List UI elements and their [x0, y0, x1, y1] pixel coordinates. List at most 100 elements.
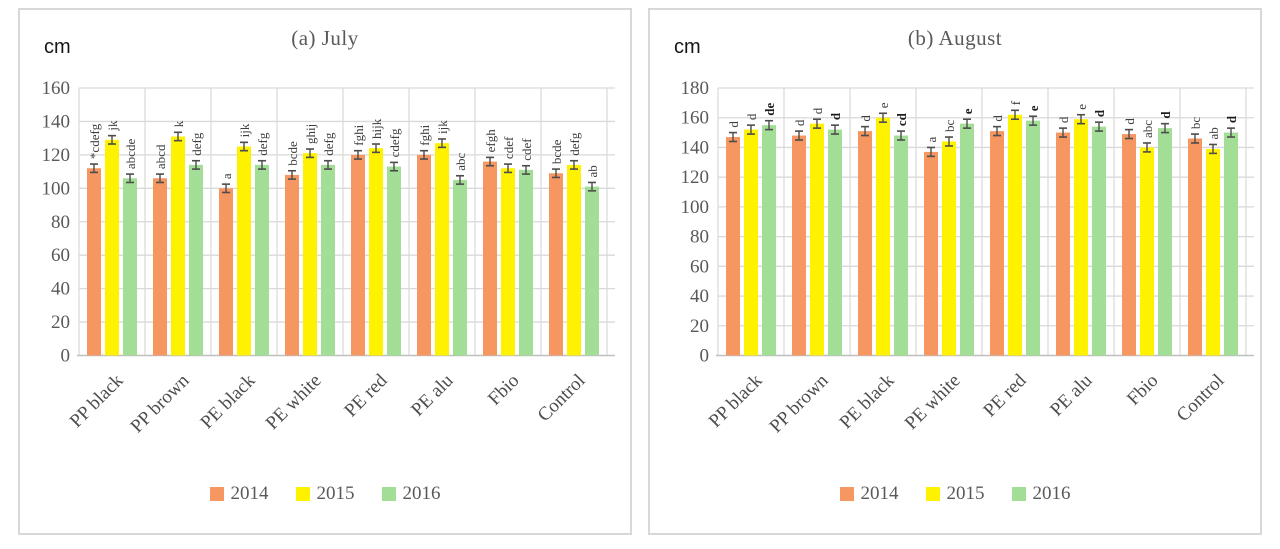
legend-label-2015: 2015 — [946, 483, 985, 504]
bar-2014-PP black — [87, 168, 101, 356]
legend-label-2015: 2015 — [316, 483, 355, 504]
y-tick-label-180: 180 — [681, 78, 710, 99]
bar-2015-PE alu — [435, 143, 449, 356]
x-tick-label-PE-red: PE red — [979, 370, 1030, 421]
legend-label-2014: 2014 — [860, 483, 899, 504]
bar-2016-PP black — [762, 125, 776, 356]
significance-label: a — [219, 173, 234, 179]
y-tick-label-0: 0 — [700, 346, 710, 367]
bar-2016-PE red — [1026, 120, 1040, 356]
bar-2015-PP brown — [810, 123, 824, 356]
legend-item-2015: 2015 — [925, 483, 985, 505]
x-tick-label-Control: Control — [1173, 370, 1229, 426]
significance-label: abc — [453, 153, 468, 171]
x-tick-label-Control: Control — [534, 370, 590, 426]
x-tick-label-PE-alu: PE alu — [407, 370, 458, 421]
bar-2015-PE white — [942, 141, 956, 356]
significance-label: defg — [321, 132, 336, 156]
legend-july: 2014 2015 2016 — [20, 483, 630, 505]
bar-2014-PE white — [924, 151, 938, 356]
bar-2015-PE black — [876, 117, 890, 356]
bar-2016-Fbio — [1158, 128, 1172, 356]
legend-item-2016: 2016 — [381, 483, 441, 505]
significance-label: e — [960, 108, 975, 114]
significance-label: d — [858, 115, 873, 122]
significance-label: ijk — [435, 120, 450, 134]
x-tick-label-PE-black: PE black — [836, 370, 899, 433]
y-tick-label-80: 80 — [690, 227, 709, 248]
y-tick-label-160: 160 — [42, 78, 71, 99]
bar-2014-PP brown — [153, 178, 167, 356]
y-tick-label-20: 20 — [690, 316, 709, 337]
y-tick-label-100: 100 — [681, 197, 710, 218]
significance-label: ijk — [237, 123, 252, 137]
significance-label: d — [1122, 118, 1137, 125]
bar-2014-Fbio — [483, 161, 497, 356]
x-tick-label-PP-black: PP black — [705, 370, 767, 432]
legend-item-2014: 2014 — [209, 483, 269, 505]
significance-label: cdef — [519, 138, 534, 161]
bar-2014-Fbio — [1122, 134, 1136, 356]
y-tick-label-140: 140 — [681, 137, 710, 158]
chart-panel-august: cm (b) August 0 20 40 60 80 100 120 140 160 180 d d… — [648, 8, 1262, 535]
significance-label: d — [1056, 116, 1071, 123]
bar-2014-PE alu — [1056, 132, 1070, 356]
bar-2016-Control — [585, 186, 599, 356]
legend-label-2016: 2016 — [402, 483, 441, 504]
legend-august: 2014 2015 2016 — [650, 483, 1260, 505]
significance-label: d — [792, 119, 807, 126]
legend-swatch-2014 — [839, 487, 854, 501]
significance-label: d — [990, 115, 1005, 122]
bar-2015-PE red — [1008, 114, 1022, 356]
bar-2016-PP black — [123, 178, 137, 356]
x-tick-label-PP-black: PP black — [66, 370, 128, 432]
y-axis-unit-label: cm — [674, 36, 701, 58]
significance-label: d — [810, 107, 825, 114]
bar-2015-PE white — [303, 153, 317, 356]
y-tick-label-160: 160 — [681, 108, 710, 129]
significance-label: k — [171, 120, 186, 127]
chart-title-august: (b) August — [907, 26, 1003, 50]
x-tick-label-PE-alu: PE alu — [1046, 370, 1097, 421]
bar-2015-Fbio — [501, 168, 515, 356]
bar-2015-Control — [567, 164, 581, 356]
bar-2014-Control — [549, 173, 563, 356]
significance-label: f — [1008, 100, 1023, 105]
bar-2014-PE black — [219, 188, 233, 356]
legend-item-2015: 2015 — [295, 483, 355, 505]
bar-2015-Control — [1206, 148, 1220, 356]
legend-swatch-2016 — [381, 487, 396, 501]
legend-swatch-2014 — [209, 487, 224, 501]
significance-label: d — [744, 113, 759, 120]
x-tick-label-Fbio: Fbio — [1123, 370, 1162, 409]
x-tick-label-PE-red: PE red — [340, 370, 391, 421]
y-tick-label-60: 60 — [51, 245, 70, 266]
y-tick-label-120: 120 — [681, 167, 710, 188]
significance-label: defg — [255, 132, 270, 156]
legend-swatch-2015 — [925, 487, 940, 501]
y-tick-label-0: 0 — [61, 346, 71, 367]
significance-label: defg — [567, 132, 582, 156]
significance-label: bcde — [549, 139, 564, 164]
significance-label: fghi — [351, 124, 366, 145]
significance-label: a — [924, 136, 939, 142]
significance-label: e — [876, 102, 891, 108]
significance-label: bc — [1188, 117, 1203, 130]
x-tick-label-PP-brown: PP brown — [766, 370, 833, 437]
significance-label: ghij — [303, 124, 318, 144]
bar-2016-PP brown — [828, 129, 842, 356]
x-tick-label-PP-brown: PP brown — [127, 370, 194, 437]
significance-label: efgh — [483, 129, 498, 153]
significance-label: cdef — [501, 136, 516, 159]
y-tick-label-100: 100 — [42, 178, 71, 199]
y-tick-label-20: 20 — [51, 312, 70, 333]
bar-2016-PE red — [387, 166, 401, 356]
significance-label: e — [1074, 104, 1089, 110]
significance-label: de — [762, 102, 777, 115]
y-tick-label-40: 40 — [690, 286, 709, 307]
significance-label: cd — [894, 112, 909, 126]
bar-2015-Fbio — [1140, 147, 1154, 356]
bar-2014-Control — [1188, 138, 1202, 356]
significance-label: d — [1092, 109, 1107, 117]
